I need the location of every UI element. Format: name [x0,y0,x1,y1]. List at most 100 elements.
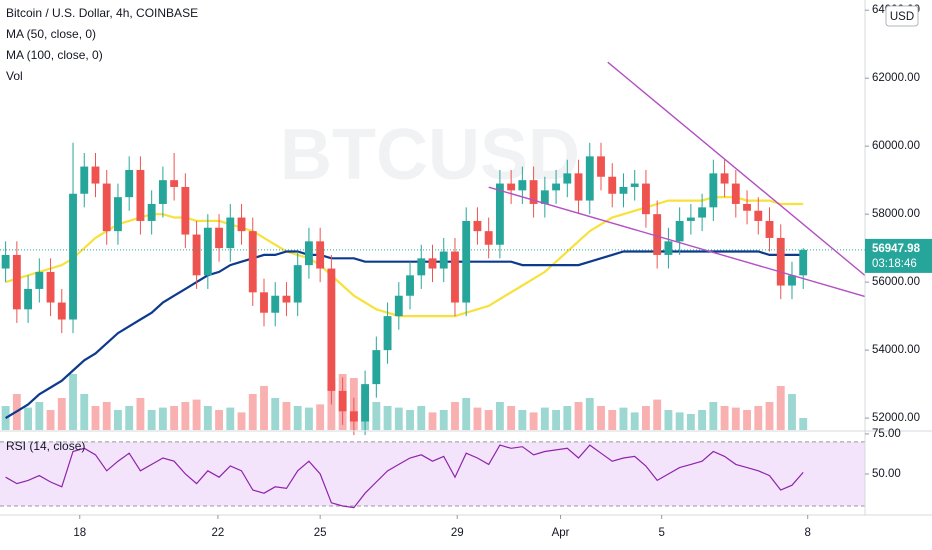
volume-bar [260,386,268,430]
candle-body [383,316,392,351]
volume-bar [529,412,538,430]
price-tag-label: 56947.98 [872,243,921,255]
volume-bar [574,402,583,430]
volume-bar [653,399,662,430]
volume-bar [664,410,673,430]
candle-body [518,180,527,191]
candle-body [451,251,459,303]
volume-bar [720,406,729,430]
y-tick-label: 60000.00 [872,140,920,152]
y-tick-label: 54000.00 [872,344,920,356]
volume-bar [91,406,100,430]
candle-body [226,217,235,249]
x-tick-label: 25 [314,527,327,539]
candle-body [35,271,44,289]
volume-bar [271,398,280,430]
volume-bar [552,410,561,430]
candle-body [114,197,122,232]
volume-bar [282,402,291,430]
candle-body [653,214,662,255]
candle-body [731,183,740,204]
volume-bar [170,406,179,430]
candle-body [304,241,313,266]
candle-body [788,275,796,286]
volume-bar [630,412,639,430]
volume-bar [147,410,156,430]
candle-body [507,183,516,191]
candle-body [743,203,751,211]
volume-bar [462,398,471,430]
x-tick-label: 5 [658,527,664,539]
volume-bar [686,414,695,430]
candle-body [675,220,684,242]
volume-bar [57,398,66,430]
candle-body [361,384,370,422]
volume-bar [114,410,122,430]
volume-bar [316,404,325,430]
volume-bar [540,407,549,430]
volume-bar [608,410,617,430]
candle-body [484,231,493,245]
trend-line [607,61,865,277]
volume-bar [439,410,448,430]
volume-bar [451,402,459,430]
volume-bar [102,402,111,430]
candle-body [12,254,21,310]
rsi-band [0,441,865,507]
volume-bar [597,406,605,430]
volume-bar [406,410,414,430]
volume-bar [743,410,751,430]
volume-bar [35,402,44,430]
candle-body [57,302,66,320]
y-tick-label: 58000.00 [872,208,920,220]
candle-body [428,258,437,269]
volume-bar [484,410,493,430]
x-tick-label: 18 [73,527,86,539]
candle-body [372,350,381,385]
candle-body [608,176,617,194]
candle-body [642,183,650,215]
volume-bar [136,398,145,430]
candle-body [495,183,504,245]
candle-body [316,241,325,269]
x-tick-label: 22 [212,527,225,539]
candle-body [170,180,179,187]
candle-body [181,186,190,235]
candle-body [147,203,156,221]
volume-bar [248,394,257,430]
candle-body [338,390,347,412]
x-tick-label: 29 [451,527,464,539]
candle-body [439,251,448,269]
candle-body [192,234,201,276]
candle-body [271,295,280,313]
candle-body [125,169,134,198]
candle-body [406,275,414,296]
volume-bar [619,407,628,430]
candle-body [136,169,145,221]
candle-body [473,220,482,232]
legend-entry: MA (50, close, 0) [6,27,96,41]
volume-bar [372,402,381,430]
candle-body [215,227,223,249]
volume-bar [181,402,190,430]
candle-body [765,220,774,238]
y-tick-label: 62000.00 [872,72,920,84]
volume-bar [495,402,504,430]
candle-body [574,173,583,201]
candle-body [619,186,628,194]
candle-body [327,268,336,391]
candle-body [664,241,673,255]
rsi-label: RSI (14, close) [6,439,85,453]
volume-bar [158,407,167,430]
currency-label: USD [890,11,914,23]
y-tick-label: 52000.00 [872,412,920,424]
volume-bar [709,402,718,430]
rsi-tick-label: 75.00 [872,428,901,440]
volume-bar [304,407,313,430]
candle-body [417,258,426,276]
candle-body [597,156,605,177]
candle-body [24,288,33,310]
currency-button[interactable] [885,5,919,27]
volume-bar [473,407,482,430]
